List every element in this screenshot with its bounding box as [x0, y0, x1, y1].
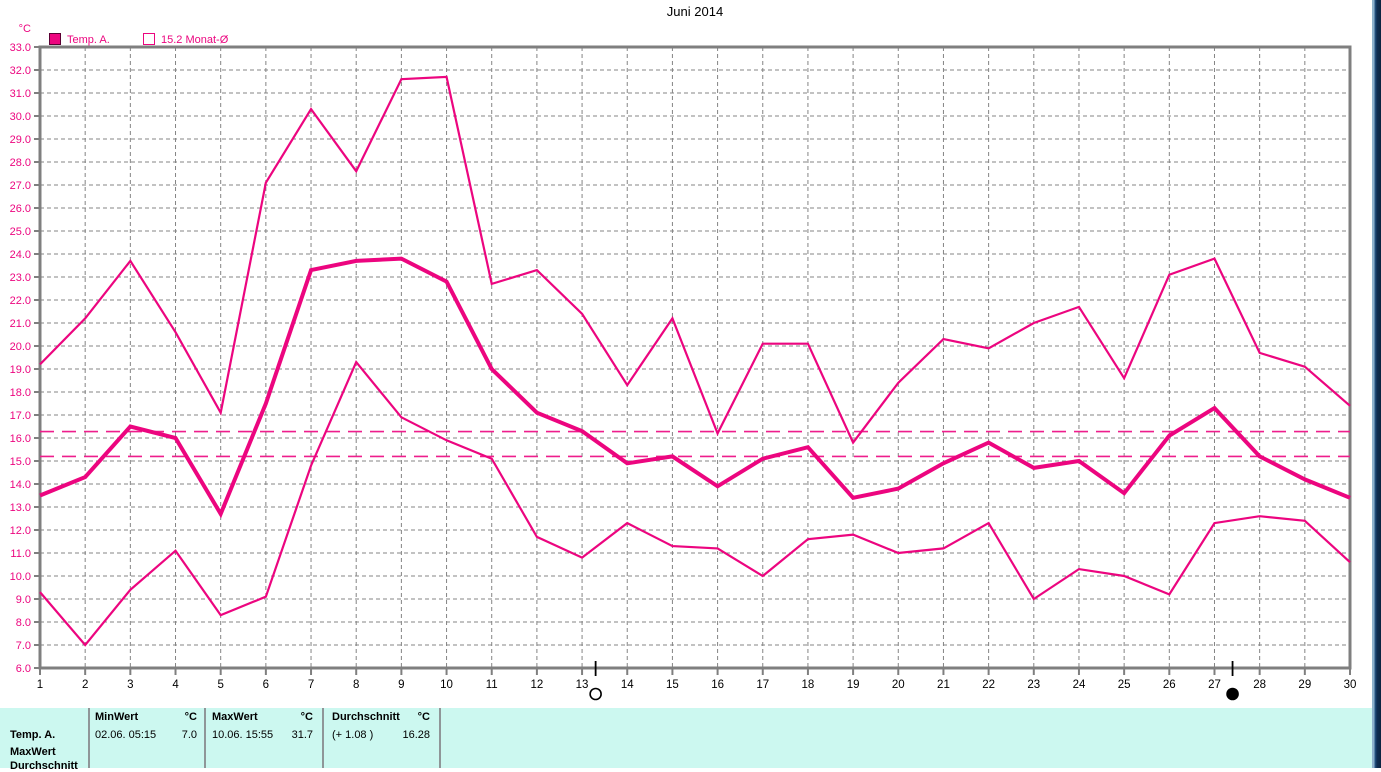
- x-tick-label: 21: [937, 679, 950, 691]
- legend-label: 15.2 Monat-Ø: [161, 33, 229, 46]
- y-tick-label: 16.0: [10, 433, 31, 445]
- y-tick-label: 30.0: [10, 111, 31, 123]
- x-tick-label: 14: [621, 679, 634, 691]
- max-temp-line: [39, 75, 1351, 445]
- x-tick-label: 15: [666, 679, 679, 691]
- x-tick-label: 12: [530, 679, 543, 691]
- x-tick-label: 29: [1298, 679, 1311, 691]
- col-unit: °C: [417, 711, 430, 723]
- x-tick-label: 1: [37, 679, 43, 691]
- x-tick-label: 5: [217, 679, 223, 691]
- window-right-edge: [1372, 0, 1381, 768]
- panel-divider: [88, 708, 90, 768]
- open-square-icon: [143, 32, 155, 45]
- y-tick-label: 24.0: [10, 249, 31, 261]
- x-tick-label: 3: [127, 679, 133, 691]
- col-value: 7.0: [181, 729, 197, 741]
- min-temp-line: [39, 360, 1351, 647]
- x-tick-label: 24: [1073, 679, 1086, 691]
- x-tick-label: 6: [263, 679, 269, 691]
- x-tick-label: 19: [847, 679, 860, 691]
- y-tick-label: 31.0: [10, 88, 31, 100]
- y-tick-label: 28.0: [10, 157, 31, 169]
- x-tick-label: 9: [398, 679, 404, 691]
- y-tick-label: 18.0: [10, 387, 31, 399]
- x-tick-label: 18: [802, 679, 815, 691]
- y-tick-label: 21.0: [10, 318, 31, 330]
- x-tick-label: 30: [1344, 679, 1357, 691]
- col-header: Durchschnitt: [332, 711, 400, 723]
- x-tick-label: 2: [82, 679, 88, 691]
- x-tick-label: 13: [576, 679, 589, 691]
- col-detail: 10.06. 15:55: [212, 729, 274, 741]
- legend-item-monat-avg: 15.2 Monat-Ø: [143, 31, 229, 46]
- y-tick-label: 29.0: [10, 134, 31, 146]
- filled-square-icon: [49, 32, 61, 45]
- y-tick-label: 26.0: [10, 203, 31, 215]
- x-tick-label: 17: [756, 679, 769, 691]
- col-unit: °C: [184, 711, 197, 723]
- legend-label: Temp. A.: [67, 33, 110, 46]
- y-axis-unit-label: °C: [18, 23, 31, 35]
- y-tick-label: 11.0: [10, 548, 31, 560]
- col-value: 31.7: [291, 729, 313, 741]
- temperature-chart-plot: 6.0 7.0 8.0 9.0 10.0 11.0 12.0 13.0 14.0 15.0 16.0…: [10, 42, 1357, 701]
- y-tick-label: 33.0: [10, 42, 31, 54]
- x-tick-label: 7: [308, 679, 314, 691]
- y-tick-label: 25.0: [10, 226, 31, 238]
- y-tick-label: 15.0: [10, 456, 31, 468]
- y-tick-label: 6.0: [16, 663, 31, 675]
- y-tick-label: 32.0: [10, 65, 31, 77]
- x-tick-label: 8: [353, 679, 359, 691]
- y-tick-label: 7.0: [16, 640, 31, 652]
- panel-divider: [204, 708, 206, 768]
- panel-row-label: MaxWert: [10, 746, 56, 758]
- x-tick-label: 16: [711, 679, 724, 691]
- y-tick-label: 19.0: [10, 364, 31, 376]
- x-tick-label: 28: [1253, 679, 1266, 691]
- y-tick-label: 9.0: [16, 594, 31, 606]
- new-moon-icon: [1226, 687, 1239, 701]
- full-moon-icon: [589, 687, 602, 701]
- plot-frame: [38, 45, 1352, 670]
- x-tick-label: 4: [172, 679, 179, 691]
- x-tick-label: 11: [486, 679, 498, 691]
- panel-row-label: Temp. A.: [10, 729, 56, 741]
- y-tick-label: 10.0: [10, 571, 31, 583]
- col-detail: 02.06. 05:15: [95, 729, 157, 741]
- y-tick-label: 22.0: [10, 295, 31, 307]
- x-tick-label: 10: [440, 679, 453, 691]
- col-header: MinWert: [95, 711, 139, 723]
- y-tick-label: 23.0: [10, 272, 31, 284]
- panel-divider: [322, 708, 324, 768]
- y-tick-label: 17.0: [10, 410, 31, 422]
- avg-temp-line: [39, 256, 1351, 519]
- y-tick-label: 13.0: [10, 502, 31, 514]
- y-tick-label: 14.0: [10, 479, 31, 491]
- panel-row-label: Durchschnitt: [10, 760, 78, 772]
- page-title: Juni 2014: [666, 4, 724, 19]
- panel-divider: [439, 708, 441, 768]
- col-value: 16.28: [402, 729, 430, 741]
- col-header: MaxWert: [212, 711, 258, 723]
- y-tick-label: 8.0: [16, 617, 31, 629]
- col-unit: °C: [300, 711, 313, 723]
- x-tick-label: 22: [982, 679, 995, 691]
- y-tick-label: 12.0: [10, 525, 31, 537]
- x-tick-label: 26: [1163, 679, 1176, 691]
- legend-item-temp-a: Temp. A.: [49, 31, 110, 46]
- x-tick-label: 25: [1118, 679, 1131, 691]
- x-tick-label: 27: [1208, 679, 1221, 691]
- x-tick-label: 20: [892, 679, 905, 691]
- x-tick-label: 23: [1027, 679, 1040, 691]
- info-panel: Temp. A. MaxWert Durchschnitt MinWert °C…: [0, 708, 1372, 772]
- y-tick-label: 20.0: [10, 341, 31, 353]
- y-tick-label: 27.0: [10, 180, 31, 192]
- col-detail: (+ 1.08 ): [332, 729, 374, 741]
